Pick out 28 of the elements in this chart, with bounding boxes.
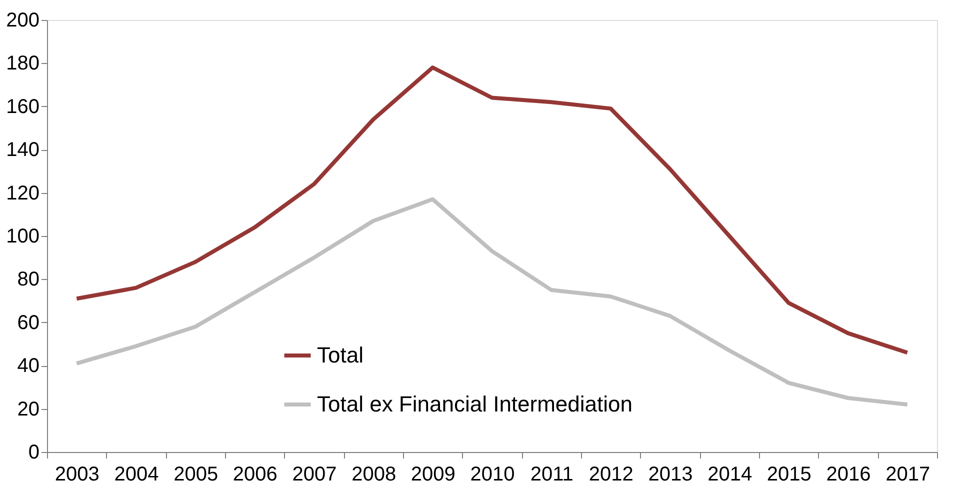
x-tick-label: 2009: [410, 464, 456, 486]
y-tick-label: 160: [6, 96, 40, 118]
y-tick-label: 140: [6, 139, 40, 162]
x-tick-label: 2004: [114, 464, 159, 486]
x-tick-label: 2010: [470, 464, 515, 486]
x-tick-label: 2007: [292, 464, 337, 486]
y-tick-label: 180: [6, 52, 40, 75]
y-tick-label: 60: [17, 312, 40, 334]
x-tick-label: 2015: [766, 464, 812, 486]
legend-label: Total ex Financial Intermediation: [317, 392, 632, 416]
y-tick-label: 40: [17, 355, 40, 378]
x-tick-label: 2003: [54, 464, 100, 486]
x-tick-label: 2005: [174, 464, 218, 486]
x-tick-label: 2013: [648, 464, 693, 486]
x-tick-label: 2017: [886, 464, 930, 486]
x-tick-label: 2012: [588, 464, 634, 486]
x-tick-label: 2011: [530, 464, 574, 486]
x-tick-label: 2014: [708, 464, 752, 486]
y-tick-label: 0: [28, 442, 40, 464]
x-tick-label: 2016: [826, 464, 871, 486]
y-tick-label: 20: [17, 398, 40, 420]
x-tick-label: 2006: [232, 464, 278, 486]
y-tick-label: 100: [6, 226, 40, 248]
y-tick-label: 200: [6, 10, 40, 32]
y-tick-label: 80: [17, 268, 40, 291]
legend-label: Total: [317, 342, 364, 368]
y-tick-label: 120: [6, 182, 40, 204]
x-tick-label: 2008: [352, 464, 396, 486]
